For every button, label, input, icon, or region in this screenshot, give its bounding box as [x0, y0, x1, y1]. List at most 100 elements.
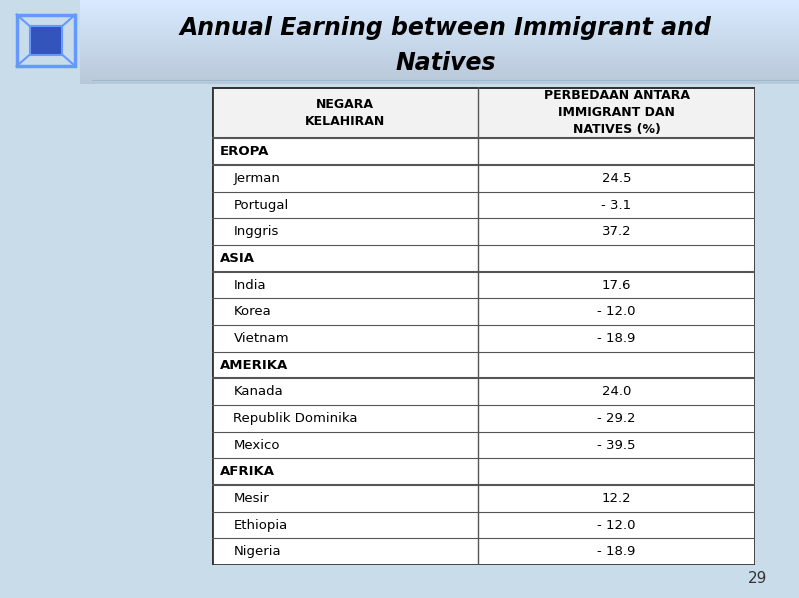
Text: 17.6: 17.6 [602, 279, 631, 292]
Bar [212, 245, 755, 272]
Bar [80, 65, 799, 66]
Bar [80, 79, 799, 80]
Bar [212, 87, 755, 139]
Text: Natives: Natives [396, 51, 495, 75]
Bar [80, 20, 799, 21]
Bar [80, 78, 799, 79]
Bar [80, 57, 799, 58]
Bar [80, 7, 799, 8]
Bar [80, 50, 799, 51]
Bar [80, 54, 799, 55]
Bar [80, 21, 799, 22]
Bar [80, 73, 799, 74]
Bar [80, 16, 799, 17]
Text: 37.2: 37.2 [602, 225, 631, 238]
Text: - 18.9: - 18.9 [598, 332, 636, 345]
Bar [80, 19, 799, 20]
Bar [80, 37, 799, 38]
Bar [80, 40, 799, 41]
Bar [212, 459, 755, 485]
Bar [80, 47, 799, 48]
Text: Korea: Korea [233, 306, 271, 318]
Bar [80, 51, 799, 52]
Bar [212, 192, 755, 218]
Bar [80, 63, 799, 65]
Bar [80, 23, 799, 25]
Bar [80, 82, 799, 83]
Bar [80, 1, 799, 2]
Bar [80, 34, 799, 35]
Text: Kanada: Kanada [233, 385, 283, 398]
Bar [80, 66, 799, 67]
Bar [80, 52, 799, 53]
Bar [80, 68, 799, 69]
Bar [80, 58, 799, 59]
Bar [80, 33, 799, 34]
Bar [80, 26, 799, 27]
Bar [80, 22, 799, 23]
Bar [80, 29, 799, 30]
Bar [80, 25, 799, 26]
Bar [212, 272, 755, 298]
Bar [80, 17, 799, 19]
Bar [80, 13, 799, 14]
Text: - 3.1: - 3.1 [602, 199, 631, 212]
Text: Inggris: Inggris [233, 225, 279, 238]
Bar [80, 69, 799, 71]
Bar [80, 4, 799, 5]
Text: Vietnam: Vietnam [233, 332, 289, 345]
Text: - 12.0: - 12.0 [598, 306, 636, 318]
Bar [212, 485, 755, 512]
Text: Nigeria: Nigeria [233, 545, 281, 559]
Bar [80, 5, 799, 6]
Bar [80, 31, 799, 32]
Bar [80, 42, 799, 44]
Bar [80, 72, 799, 73]
Bar [80, 61, 799, 62]
Bar [80, 48, 799, 50]
Bar [80, 39, 799, 40]
Text: Republik Dominika: Republik Dominika [233, 412, 358, 425]
Text: AMERIKA: AMERIKA [220, 359, 288, 371]
Text: Ethiopia: Ethiopia [233, 518, 288, 532]
Text: 12.2: 12.2 [602, 492, 631, 505]
Text: 24.5: 24.5 [602, 172, 631, 185]
Polygon shape [30, 26, 62, 54]
Bar [80, 60, 799, 61]
Bar [80, 14, 799, 15]
Text: Mexico: Mexico [233, 438, 280, 451]
Bar [80, 12, 799, 13]
Bar [80, 81, 799, 82]
Bar [80, 76, 799, 77]
Text: - 29.2: - 29.2 [598, 412, 636, 425]
Text: - 12.0: - 12.0 [598, 518, 636, 532]
Text: India: India [233, 279, 266, 292]
Bar [80, 35, 799, 36]
Bar [80, 77, 799, 78]
Bar [212, 538, 755, 565]
Bar [80, 80, 799, 81]
Text: - 18.9: - 18.9 [598, 545, 636, 559]
Bar [80, 32, 799, 33]
Bar [80, 45, 799, 46]
Bar [212, 325, 755, 352]
Bar [80, 71, 799, 72]
Bar [80, 55, 799, 56]
Text: Jerman: Jerman [233, 172, 280, 185]
Bar [80, 2, 799, 4]
Bar [212, 379, 755, 405]
Bar [80, 27, 799, 28]
Bar [80, 9, 799, 10]
Text: PERBEDAAN ANTARA
IMMIGRANT DAN
NATIVES (%): PERBEDAAN ANTARA IMMIGRANT DAN NATIVES (… [543, 89, 690, 136]
Bar [80, 36, 799, 37]
Text: Annual Earning between Immigrant and: Annual Earning between Immigrant and [180, 16, 711, 40]
Bar [80, 11, 799, 12]
Bar [212, 165, 755, 192]
Text: AFRIKA: AFRIKA [220, 465, 275, 478]
Text: EROPA: EROPA [220, 145, 269, 158]
Bar [80, 83, 799, 84]
Bar [80, 46, 799, 47]
Bar [212, 298, 755, 325]
Bar [80, 41, 799, 42]
Bar [80, 59, 799, 60]
